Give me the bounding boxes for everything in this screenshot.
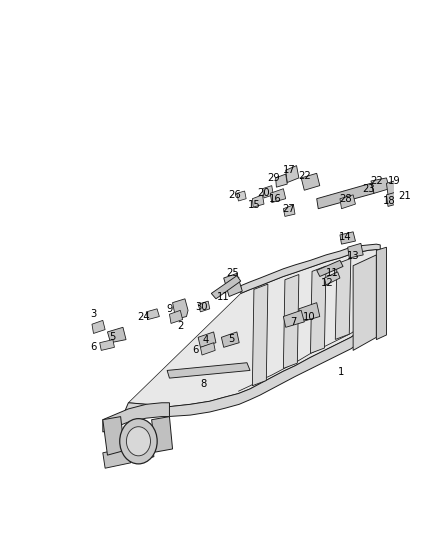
- Polygon shape: [103, 417, 124, 455]
- Polygon shape: [386, 191, 402, 206]
- Polygon shape: [301, 173, 320, 190]
- Polygon shape: [386, 180, 402, 195]
- Polygon shape: [146, 309, 159, 320]
- Polygon shape: [317, 183, 374, 209]
- Text: 14: 14: [339, 232, 352, 242]
- Text: 18: 18: [383, 196, 396, 206]
- Polygon shape: [167, 363, 250, 378]
- Polygon shape: [283, 310, 304, 327]
- Polygon shape: [340, 232, 356, 244]
- Polygon shape: [252, 195, 264, 207]
- Text: 8: 8: [201, 378, 207, 389]
- Polygon shape: [224, 273, 242, 296]
- Text: 16: 16: [269, 193, 282, 204]
- Text: 20: 20: [258, 188, 270, 198]
- Polygon shape: [124, 317, 376, 417]
- Polygon shape: [283, 205, 295, 216]
- Polygon shape: [348, 244, 363, 258]
- Text: 10: 10: [303, 311, 315, 321]
- Polygon shape: [336, 259, 351, 340]
- Text: 2: 2: [177, 321, 184, 331]
- Polygon shape: [103, 447, 131, 468]
- Text: 27: 27: [283, 204, 295, 214]
- Text: 11: 11: [217, 292, 230, 302]
- Polygon shape: [286, 166, 299, 182]
- Text: 11: 11: [326, 269, 339, 278]
- Polygon shape: [325, 272, 340, 285]
- Polygon shape: [221, 332, 239, 348]
- Circle shape: [120, 418, 157, 464]
- Polygon shape: [371, 178, 389, 193]
- Text: 24: 24: [138, 311, 150, 321]
- Text: 13: 13: [347, 252, 360, 262]
- Polygon shape: [262, 185, 273, 198]
- Polygon shape: [252, 284, 268, 386]
- Text: 22: 22: [298, 171, 311, 181]
- Polygon shape: [353, 255, 376, 350]
- Polygon shape: [270, 189, 286, 203]
- Text: 22: 22: [370, 176, 383, 186]
- Polygon shape: [173, 299, 188, 318]
- Text: 28: 28: [339, 193, 352, 204]
- Polygon shape: [299, 303, 320, 322]
- Polygon shape: [376, 247, 386, 340]
- Text: 3: 3: [90, 309, 97, 319]
- Text: 26: 26: [228, 190, 241, 200]
- Polygon shape: [211, 276, 241, 299]
- Text: 29: 29: [268, 173, 280, 183]
- Polygon shape: [107, 327, 126, 343]
- Polygon shape: [201, 343, 215, 355]
- Text: 9: 9: [166, 304, 173, 314]
- Text: 6: 6: [193, 345, 199, 356]
- Polygon shape: [340, 195, 356, 209]
- Text: 4: 4: [203, 335, 209, 345]
- Polygon shape: [276, 174, 287, 187]
- Text: 5: 5: [228, 334, 235, 344]
- Polygon shape: [132, 443, 154, 463]
- Text: 12: 12: [321, 278, 334, 288]
- Text: 30: 30: [196, 302, 208, 312]
- Text: 1: 1: [338, 367, 345, 377]
- Text: 21: 21: [399, 191, 411, 201]
- Text: 25: 25: [226, 269, 240, 278]
- Text: 6: 6: [90, 342, 97, 352]
- Polygon shape: [152, 417, 173, 452]
- Text: 17: 17: [283, 165, 295, 175]
- Polygon shape: [311, 266, 326, 353]
- Polygon shape: [237, 191, 246, 201]
- Polygon shape: [317, 260, 343, 277]
- Polygon shape: [198, 301, 210, 312]
- Text: 19: 19: [388, 176, 401, 186]
- Polygon shape: [241, 244, 380, 294]
- Polygon shape: [103, 403, 170, 432]
- Text: 15: 15: [248, 200, 261, 210]
- Polygon shape: [198, 332, 216, 348]
- Text: 5: 5: [110, 332, 116, 342]
- Polygon shape: [100, 340, 114, 350]
- Circle shape: [127, 427, 151, 456]
- Polygon shape: [170, 310, 183, 324]
- Polygon shape: [402, 189, 415, 204]
- Polygon shape: [283, 274, 299, 368]
- Text: 23: 23: [362, 184, 375, 193]
- Polygon shape: [128, 249, 380, 407]
- Text: 7: 7: [290, 317, 297, 327]
- Polygon shape: [92, 320, 105, 334]
